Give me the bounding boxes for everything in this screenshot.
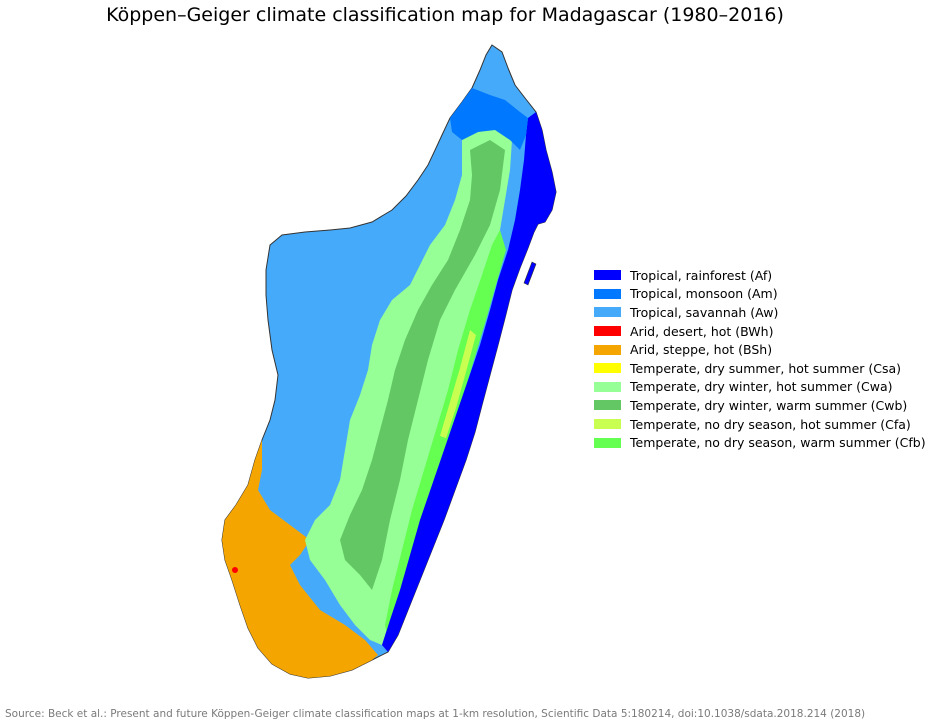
zone-af xyxy=(382,112,556,652)
source-citation: Source: Beck et al.: Present and future … xyxy=(5,708,866,720)
legend-item: Temperate, no dry season, hot summer (Cf… xyxy=(594,415,926,434)
legend: Tropical, rainforest (Af) Tropical, monso… xyxy=(594,266,926,452)
legend-label: Tropical, rainforest (Af) xyxy=(630,267,773,283)
legend-item: Temperate, dry summer, hot summer (Csa) xyxy=(594,359,926,378)
legend-label: Tropical, savannah (Aw) xyxy=(630,304,779,320)
legend-swatch xyxy=(594,400,621,411)
legend-label: Temperate, dry winter, warm summer (Cwb) xyxy=(630,397,908,413)
zone-bwh xyxy=(232,567,238,573)
legend-item: Temperate, dry winter, hot summer (Cwa) xyxy=(594,378,926,397)
legend-swatch xyxy=(594,270,621,281)
legend-swatch xyxy=(594,326,621,337)
legend-swatch xyxy=(594,437,621,448)
legend-item: Tropical, savannah (Aw) xyxy=(594,303,926,322)
zone-am xyxy=(450,88,528,150)
zone-cfa xyxy=(440,330,476,438)
map-title: Köppen–Geiger climate classification map… xyxy=(106,4,784,26)
legend-item: Arid, steppe, hot (BSh) xyxy=(594,340,926,359)
legend-item: Tropical, rainforest (Af) xyxy=(594,266,926,285)
legend-swatch xyxy=(594,344,621,355)
legend-item: Temperate, no dry season, warm summer (C… xyxy=(594,433,926,452)
legend-label: Temperate, dry winter, hot summer (Cwa) xyxy=(630,379,893,395)
legend-label: Temperate, dry summer, hot summer (Csa) xyxy=(630,360,902,376)
legend-swatch xyxy=(594,288,621,299)
legend-swatch xyxy=(594,363,621,374)
zone-bsh xyxy=(222,440,378,678)
legend-label: Tropical, monsoon (Am) xyxy=(630,286,778,302)
legend-label: Arid, steppe, hot (BSh) xyxy=(630,342,773,358)
legend-swatch xyxy=(594,307,621,318)
legend-item: Arid, desert, hot (BWh) xyxy=(594,322,926,341)
legend-label: Temperate, no dry season, hot summer (Cf… xyxy=(630,416,911,432)
zone-cwb xyxy=(340,140,505,590)
legend-swatch xyxy=(594,419,621,430)
legend-swatch xyxy=(594,381,621,392)
island-sainte-marie xyxy=(523,261,537,286)
legend-item: Tropical, monsoon (Am) xyxy=(594,285,926,304)
legend-label: Arid, desert, hot (BWh) xyxy=(630,323,774,339)
legend-label: Temperate, no dry season, warm summer (C… xyxy=(630,435,926,451)
legend-item: Temperate, dry winter, warm summer (Cwb) xyxy=(594,396,926,415)
